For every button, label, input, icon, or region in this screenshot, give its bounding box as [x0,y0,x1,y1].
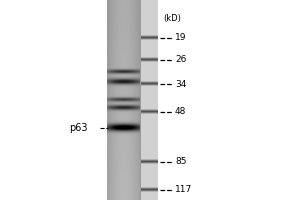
Text: p63: p63 [70,123,88,133]
Text: 26: 26 [175,55,186,64]
Text: 34: 34 [175,80,186,88]
Text: 19: 19 [175,33,187,43]
Text: 117: 117 [175,186,192,194]
Text: 48: 48 [175,108,186,116]
Text: 85: 85 [175,158,187,166]
Text: (kD): (kD) [163,14,181,22]
